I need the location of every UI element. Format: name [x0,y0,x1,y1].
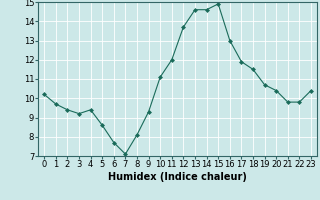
X-axis label: Humidex (Indice chaleur): Humidex (Indice chaleur) [108,172,247,182]
